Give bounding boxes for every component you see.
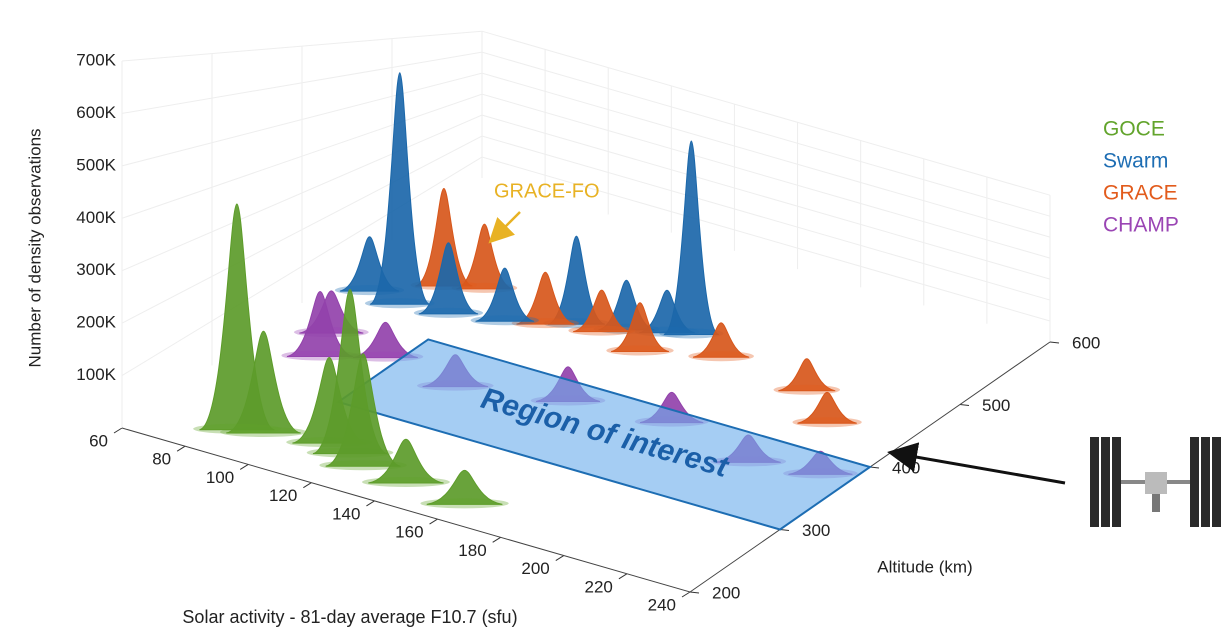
- x-tick-label: 140: [332, 504, 360, 523]
- peak-base: [471, 315, 539, 325]
- x-tick: [493, 537, 501, 542]
- peak-base: [793, 417, 862, 427]
- peak-base: [414, 308, 483, 318]
- z-tick: [1050, 342, 1059, 343]
- z-tick-label: 200: [712, 583, 740, 602]
- x-axis-label: Solar activity - 81-day average F10.7 (s…: [182, 607, 517, 627]
- z-tick-label: 400: [892, 458, 920, 477]
- x-tick: [556, 556, 564, 561]
- annotation-arrow: [492, 212, 520, 240]
- peak-base: [362, 477, 450, 487]
- iss-icon: [1090, 437, 1221, 527]
- legend-label: Swarm: [1103, 150, 1168, 173]
- x-tick-label: 180: [458, 541, 486, 560]
- peak-base: [688, 351, 754, 361]
- y-tick-label: 600K: [76, 103, 116, 122]
- y-tick-label: 100K: [76, 365, 116, 384]
- plot-area: Region of interest: [193, 73, 870, 530]
- peak-base: [365, 298, 435, 308]
- x-tick: [240, 464, 248, 469]
- x-tick: [114, 428, 122, 433]
- chart: 60 80 100 120 140 160 180 200 220 240 200 300 400 500…: [0, 0, 1229, 633]
- z-tick: [960, 405, 969, 406]
- peak-base: [193, 424, 280, 434]
- z-axis-label: Altitude (km): [877, 557, 972, 576]
- x-tick-label: 80: [152, 450, 171, 469]
- x-tick: [682, 592, 690, 597]
- z-tick-label: 300: [802, 521, 830, 540]
- z-tick-label: 500: [982, 396, 1010, 415]
- x-tick-label: 100: [206, 468, 234, 487]
- x-tick: [366, 501, 374, 506]
- y-tick-label: 700K: [76, 50, 116, 69]
- legend-label: GRACE: [1103, 182, 1178, 205]
- x-tick-label: 240: [648, 595, 676, 614]
- annotation: GRACE-FO: [494, 180, 600, 202]
- y-axis-label: Number of density observations: [25, 128, 44, 367]
- legend-label: GOCE: [1103, 118, 1165, 141]
- x-tick-label: 220: [585, 577, 613, 596]
- legend-label: CHAMP: [1103, 214, 1179, 237]
- x-tick-label: 120: [269, 486, 297, 505]
- x-tick-label: 200: [521, 559, 549, 578]
- y-tick-label: 500K: [76, 155, 116, 174]
- x-tick: [303, 483, 311, 488]
- y-tick-label: 200K: [76, 313, 116, 332]
- peak-base: [420, 498, 508, 508]
- peak-base: [606, 346, 673, 356]
- z-tick: [690, 592, 699, 593]
- y-tick-label: 300K: [76, 260, 116, 279]
- z-tick-label: 600: [1072, 333, 1100, 352]
- peak-base: [774, 385, 840, 395]
- x-tick: [177, 446, 185, 451]
- x-tick-label: 160: [395, 523, 423, 542]
- x-tick: [619, 574, 627, 579]
- legend: GOCE Swarm GRACE CHAMP: [1103, 118, 1179, 237]
- y-tick-label: 400K: [76, 208, 116, 227]
- x-tick-label: 60: [89, 431, 108, 450]
- x-tick: [430, 519, 438, 524]
- peak-base: [568, 326, 634, 336]
